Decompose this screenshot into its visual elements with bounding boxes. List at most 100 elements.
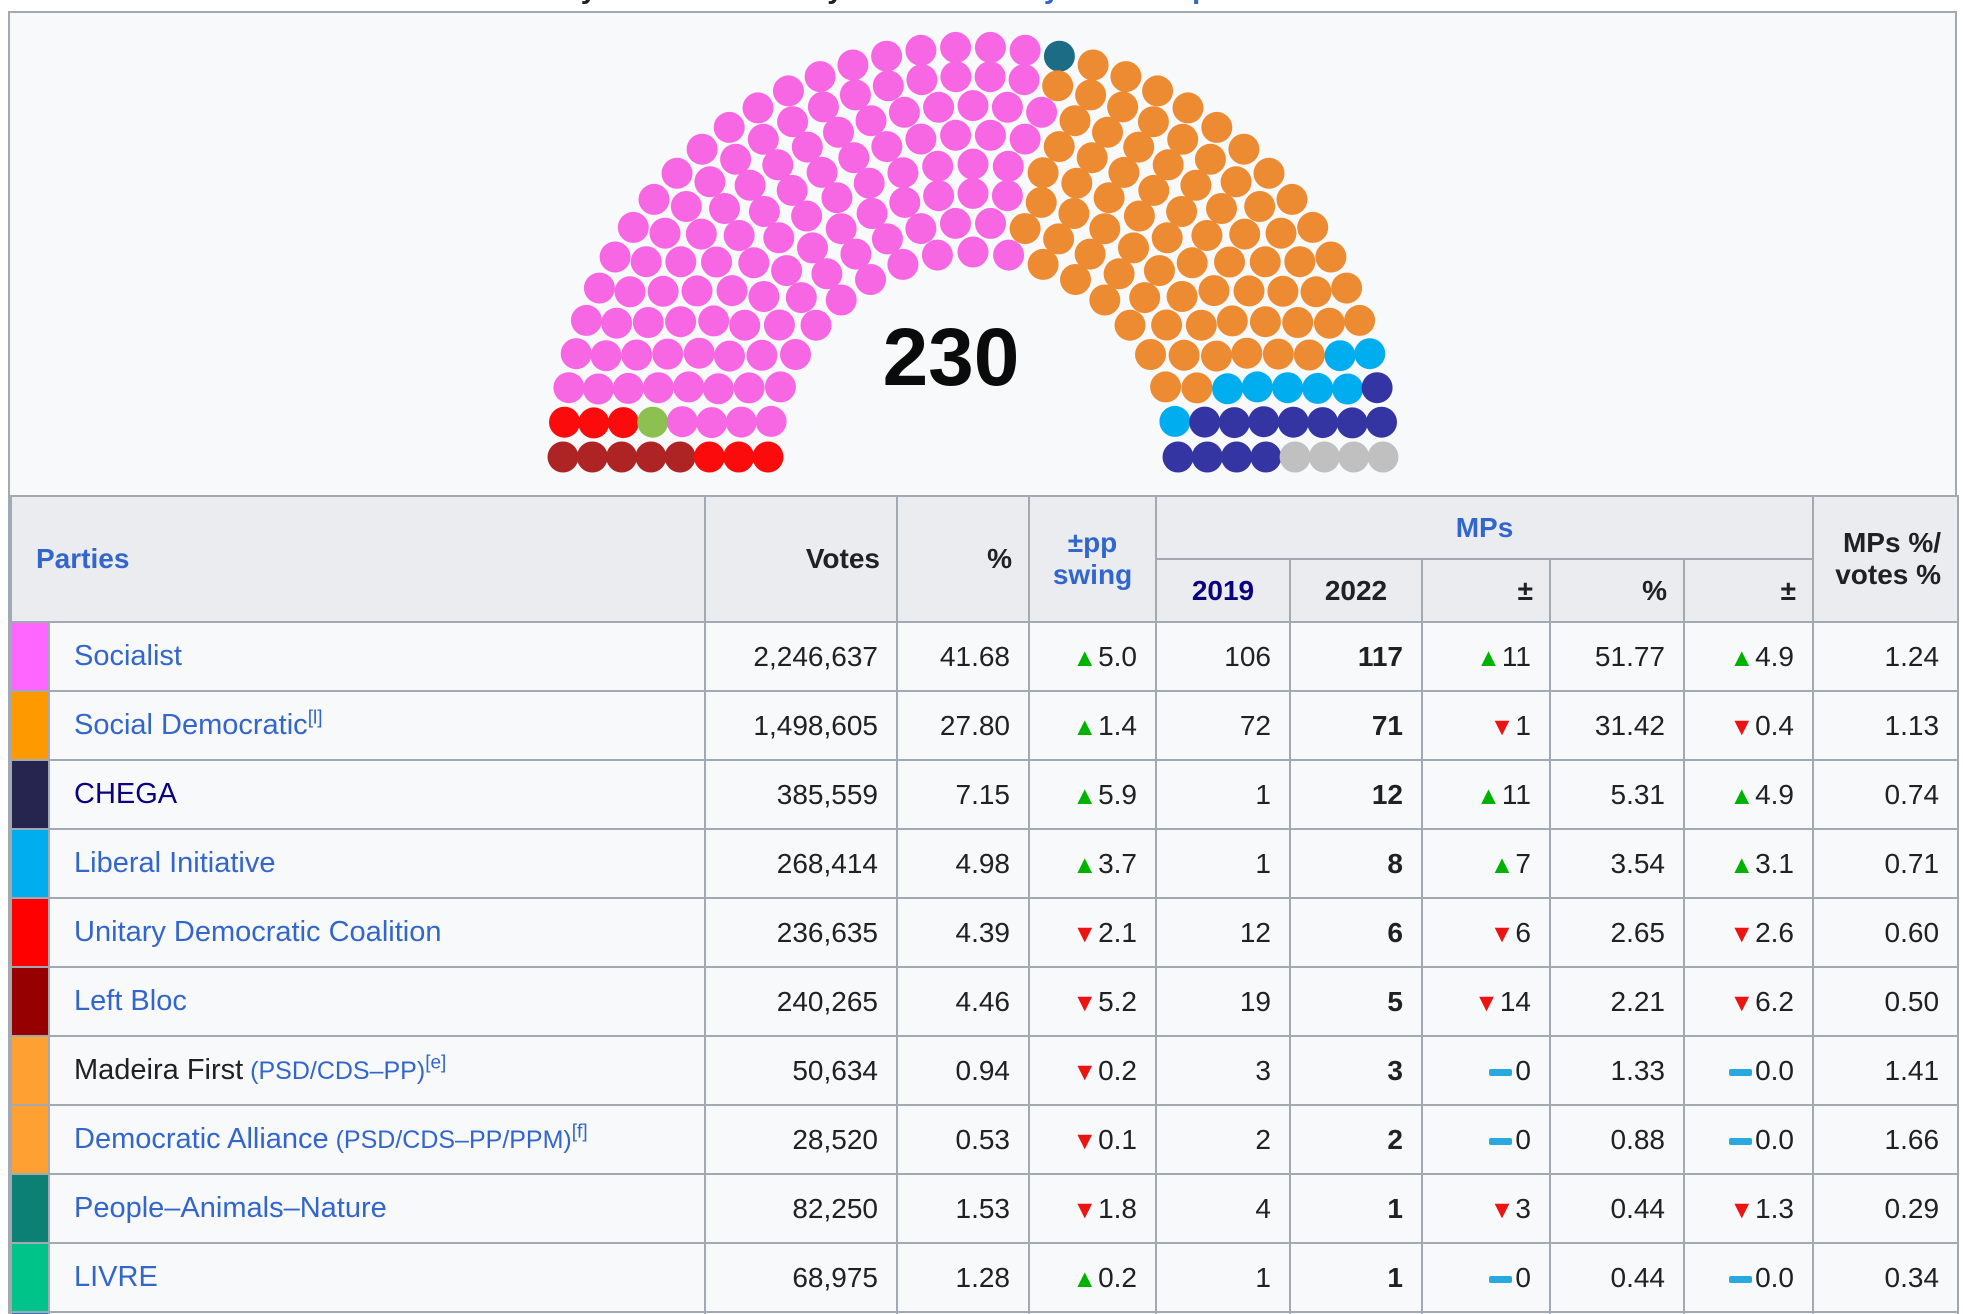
seat-dot xyxy=(1166,281,1198,312)
party-name-link[interactable]: Left Bloc xyxy=(74,985,187,1017)
caption-link[interactable]: Assembly of the Republic xyxy=(923,0,1278,5)
header-parties[interactable]: Parties xyxy=(10,495,706,623)
ratio-cell: 0.34 xyxy=(1812,1242,1960,1313)
seat-dot xyxy=(1043,40,1075,72)
party-name-link[interactable]: Liberal Initiative xyxy=(74,847,276,879)
seat-dot xyxy=(763,222,795,254)
header-swing[interactable]: ±pp swing xyxy=(1028,495,1157,623)
seat-dot xyxy=(923,91,955,123)
decrease-triangle-icon: ▼ xyxy=(1072,1195,1099,1224)
seat-dot xyxy=(1137,106,1169,138)
party-name-cell: Unitary Democratic Coalition xyxy=(48,897,706,968)
seat-dot xyxy=(1009,34,1041,66)
seat-dot xyxy=(1307,407,1339,439)
seat-dot xyxy=(992,150,1024,182)
seat-dot xyxy=(709,193,740,224)
header-mps[interactable]: MPs xyxy=(1154,495,1815,560)
mps-2019-cell: 19 xyxy=(1155,966,1291,1037)
seat-dot xyxy=(1025,186,1057,218)
party-color-swatch xyxy=(10,690,50,761)
seat-dot xyxy=(1315,241,1347,273)
ratio-cell: 0.50 xyxy=(1812,966,1960,1037)
seat-dot xyxy=(686,133,718,165)
party-name-link[interactable]: Democratic Alliance xyxy=(74,1123,329,1155)
seat-dot xyxy=(1114,309,1146,341)
party-color-swatch xyxy=(10,828,50,899)
seat-dot xyxy=(1250,441,1282,473)
seat-dot xyxy=(1272,372,1304,404)
party-name-link[interactable]: Socialist xyxy=(74,640,182,672)
header-mps-2019[interactable]: 2019 xyxy=(1155,558,1291,623)
increase-triangle-icon: ▲ xyxy=(1476,781,1502,810)
seat-dot xyxy=(1135,339,1166,370)
seat-dot xyxy=(1142,75,1174,107)
party-name-link[interactable]: LIVRE xyxy=(74,1261,158,1293)
party-name-link[interactable]: Social Democratic xyxy=(74,709,308,741)
no-change-dash-icon xyxy=(1729,1137,1753,1145)
seat-dot xyxy=(1344,304,1376,336)
mps-2019-cell: 1 xyxy=(1155,828,1291,899)
seat-dot xyxy=(1284,246,1316,278)
seat-dot xyxy=(1059,105,1091,137)
seat-dot xyxy=(606,441,638,473)
seat-dot xyxy=(957,177,989,209)
seat-dot xyxy=(725,406,757,438)
seat-dot xyxy=(1361,372,1393,404)
mps-diff-cell: 0 xyxy=(1421,1035,1551,1106)
seat-dot xyxy=(763,309,795,341)
seat-dot xyxy=(570,304,602,336)
mps-diff-cell: ▲7 xyxy=(1421,828,1551,899)
seat-dot xyxy=(664,441,696,473)
mps-2019-cell: 106 xyxy=(1155,621,1291,692)
increase-triangle-icon: ▲ xyxy=(1072,712,1099,741)
swing-cell: ▼0.1 xyxy=(1028,1104,1157,1175)
footnote-ref-link[interactable]: [f] xyxy=(571,1121,588,1143)
party-coalition-detail[interactable]: (PSD/CDS–PP) xyxy=(243,1057,426,1085)
seat-dot xyxy=(825,284,857,316)
seat-dot xyxy=(1324,340,1356,372)
seat-dot xyxy=(905,34,937,66)
mps-2019-cell: 72 xyxy=(1155,690,1291,761)
seat-dot xyxy=(1138,174,1170,206)
seat-dots xyxy=(547,31,1399,473)
seat-dot xyxy=(974,31,1006,63)
footnote-ref-link[interactable]: [e] xyxy=(425,1052,447,1074)
seat-dot xyxy=(1123,131,1155,163)
seat-dot xyxy=(673,371,705,403)
seat-dot xyxy=(578,407,610,439)
seat-dot xyxy=(670,191,702,222)
seat-dot xyxy=(696,407,728,439)
footnote-ref-link[interactable]: [l] xyxy=(307,707,323,729)
mps-pct-cell: 51.77 xyxy=(1549,621,1685,692)
mps-pct-diff-cell: ▼0.4 xyxy=(1682,690,1815,761)
seat-dot xyxy=(1241,371,1273,403)
party-name-link[interactable]: People–Animals–Nature xyxy=(74,1192,387,1224)
seat-dot xyxy=(549,406,580,438)
seat-dot xyxy=(1093,182,1125,214)
decrease-triangle-icon: ▼ xyxy=(1489,919,1516,948)
seat-dot xyxy=(748,281,780,312)
seat-dot xyxy=(791,131,823,163)
party-name-link[interactable]: CHEGA xyxy=(74,778,178,810)
seat-dot xyxy=(871,131,903,163)
seat-dot xyxy=(1009,123,1041,155)
party-color-swatch xyxy=(10,1104,50,1175)
seat-dot xyxy=(1277,406,1309,438)
seat-dot xyxy=(772,75,804,107)
mps-diff-cell: 0 xyxy=(1421,1242,1551,1313)
mps-pct-cell: 1.33 xyxy=(1549,1035,1685,1106)
mps-pct-diff-cell: ▼6.2 xyxy=(1682,966,1815,1037)
mps-2019-cell: 1 xyxy=(1155,1242,1291,1313)
seat-dot xyxy=(804,61,836,93)
party-coalition-detail[interactable]: (PSD/CDS–PP/PPM) xyxy=(328,1126,572,1154)
party-color-swatch xyxy=(10,897,50,968)
seat-dot xyxy=(1009,213,1041,245)
seat-dot xyxy=(1282,307,1314,338)
party-name-cell: LIVRE xyxy=(48,1242,706,1313)
party-row: People–Animals–Nature 82,250 1.53 ▼1.8 4 1 ▼3 0… xyxy=(10,1173,1960,1244)
seat-dot xyxy=(780,339,811,370)
party-name-link[interactable]: Unitary Democratic Coalition xyxy=(74,916,442,948)
seat-dot xyxy=(1129,282,1161,314)
mps-2019-cell: 12 xyxy=(1155,897,1291,968)
mps-pct-cell: 5.31 xyxy=(1549,759,1685,830)
